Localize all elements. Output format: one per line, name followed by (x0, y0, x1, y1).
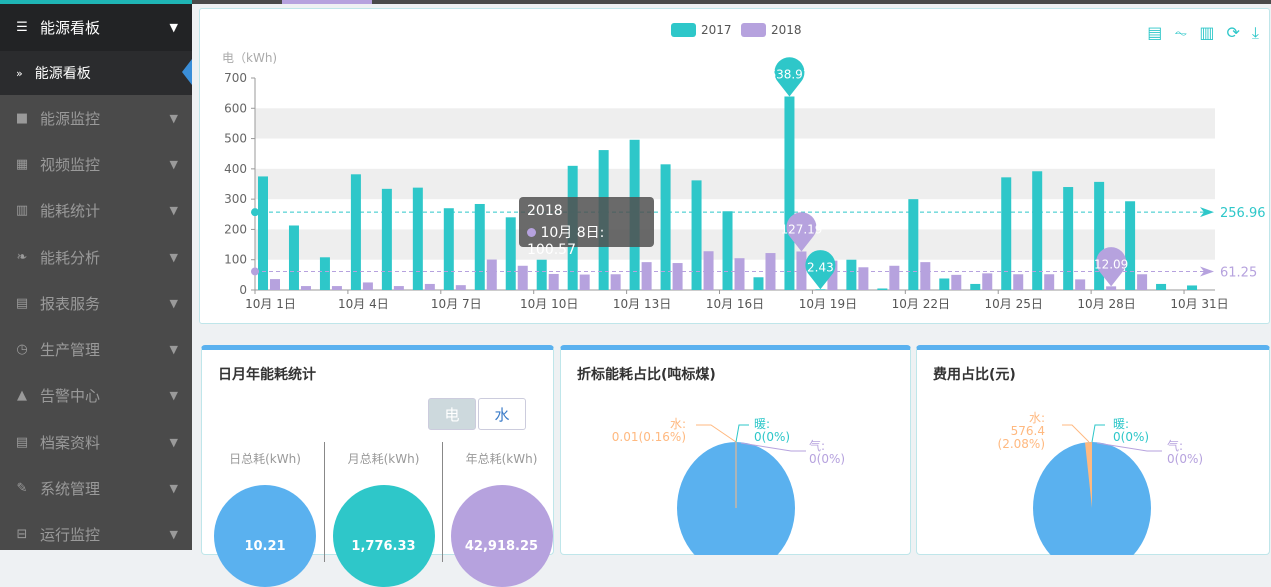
sidebar-item[interactable]: ▥ 能耗统计 ▼ (0, 188, 192, 234)
sidebar-item-label: 能耗分析 (40, 248, 101, 267)
year-total-value: 42,918.25 (450, 485, 553, 587)
active-indicator (182, 59, 192, 85)
sidebar-item-label: 视频监控 (40, 155, 101, 174)
refresh-icon[interactable]: ⟳ (1226, 23, 1240, 42)
download-icon[interactable]: ⤓ (1251, 23, 1259, 42)
panel-title: 日月年能耗统计 (218, 367, 316, 383)
pie-slice-water (1085, 442, 1092, 508)
panel-title: 费用占比(元) (933, 367, 1016, 383)
month-total-value: 1,776.33 (332, 485, 435, 587)
label-line-heat (735, 424, 749, 443)
cost-ratio-panel: 费用占比(元) 水: 576.4 (2.08%) 暖: 0(0%) 气: 0(0%) (916, 345, 1270, 555)
panel-title: 折标能耗占比(吨标煤) (577, 367, 716, 383)
chart-toolbox: ▤ ⏦ ▥ ⟳ ⤓ (1147, 23, 1259, 43)
cost-ratio-pie (1033, 424, 1162, 555)
chevron-down-icon: ▼ (169, 482, 178, 496)
drive-icon: ⊟ (16, 527, 28, 543)
sidebar-item-label: 运行监控 (40, 526, 101, 545)
coal-ratio-pie (677, 424, 806, 555)
top-tab[interactable] (282, 0, 372, 4)
electricity-button[interactable]: 电 (428, 398, 476, 430)
chevron-down-icon: ▼ (169, 343, 178, 357)
sidebar-item[interactable]: ▤ 报表服务 ▼ (0, 280, 192, 326)
chart-tooltip: 2018 10月 8日: 100.57 (519, 197, 654, 258)
chevron-down-icon: ▼ (169, 389, 178, 403)
sidebar-item-energy-board[interactable]: ☰ 能源看板 ▼ (0, 4, 192, 51)
month-total-label: 月总耗(kWh) (347, 452, 420, 466)
top-bar (192, 0, 1271, 4)
chevron-down-icon: ▼ (169, 157, 178, 171)
bell-icon: ▲ (17, 388, 27, 404)
data-view-icon[interactable]: ▤ (1147, 23, 1163, 42)
label-heat: 暖: 0(0%) (1113, 417, 1150, 444)
chevron-down-icon: ▼ (169, 296, 178, 310)
sidebar-item[interactable]: ▦ 视频监控 ▼ (0, 141, 192, 187)
video-camera-icon: ■ (15, 110, 29, 126)
chevron-down-icon: ▼ (169, 528, 178, 542)
sidebar-item-label: 能源看板 (40, 19, 101, 37)
leaf-icon: ❧ (16, 249, 28, 265)
chevron-down-icon: ▼ (169, 21, 178, 34)
chevron-down-icon: ▼ (169, 204, 178, 218)
sidebar-item[interactable]: ❧ 能耗分析 ▼ (0, 234, 192, 280)
label-line-gas (740, 442, 806, 452)
sidebar-item-label: 生产管理 (40, 341, 101, 360)
archive-icon: ▤ (15, 434, 29, 450)
label-gas: 气: 0(0%) (1167, 439, 1204, 466)
label-line-water (1062, 424, 1090, 443)
day-total-label: 日总耗(kWh) (229, 452, 301, 466)
tooltip-dot-icon (527, 228, 536, 237)
sidebar-item[interactable]: ▲ 告警中心 ▼ (0, 373, 192, 419)
double-chevron-icon: » (16, 66, 23, 80)
sidebar-item[interactable]: ■ 能源监控 ▼ (0, 95, 192, 141)
sidebar-item-label: 系统管理 (40, 480, 101, 499)
list-icon: ▤ (15, 295, 29, 311)
water-button[interactable]: 水 (478, 398, 526, 430)
sidebar-item-label: 能耗统计 (40, 202, 101, 221)
sidebar-item[interactable]: ▤ 档案资料 ▼ (0, 419, 192, 465)
sidebar-item-label: 告警中心 (40, 387, 101, 406)
year-total: 年总耗(kWh) 42,918.25 (442, 442, 560, 587)
label-heat: 暖: 0(0%) (754, 417, 791, 444)
sidebar-subitem-label: 能源看板 (34, 66, 91, 82)
chevron-down-icon: ▼ (169, 435, 178, 449)
day-total-value: 10.21 (214, 485, 316, 587)
label-water: 水: 576.4 (2.08%) (997, 411, 1045, 451)
sidebar: ☰ 能源看板 ▼ » 能源看板 ■ 能源监控 ▼ ▦ 视频监控 ▼ ▥ 能耗统计 ▼ ❧ 能耗分析 ▼ ▤ 报表… (0, 0, 192, 550)
label-line-gas (1096, 442, 1162, 452)
film-icon: ▦ (15, 156, 29, 172)
tooltip-text: 10月 8日: 100.57 (527, 225, 605, 258)
sidebar-item-label: 档案资料 (40, 433, 101, 452)
tooltip-title: 2018 (527, 203, 563, 219)
sidebar-item-label: 能源监控 (40, 109, 101, 128)
label-line-heat (1091, 424, 1105, 443)
stats-panel: 日月年能耗统计 电 水 日总耗(kWh) 10.21 月总耗(kWh) 1,776.… (201, 345, 554, 587)
label-gas: 气: 0(0%) (809, 439, 846, 466)
sidebar-item[interactable]: ◷ 生产管理 ▼ (0, 326, 192, 372)
sidebar-subitem-energy-board[interactable]: » 能源看板 (0, 51, 192, 95)
wrench-icon: ✎ (16, 481, 28, 497)
line-chart-icon[interactable]: ⏦ (1174, 23, 1188, 42)
clock-icon: ◷ (16, 342, 28, 358)
energy-chart-panel: ▤ ⏦ ▥ ⟳ ⤓ (199, 8, 1270, 324)
coal-ratio-panel: 折标能耗占比(吨标煤) 水: 0.01(0.16%) 暖: 0(0%) 气: 0(0%… (560, 345, 911, 555)
label-line-water (696, 424, 737, 443)
bar-chart-icon: ▥ (15, 203, 29, 219)
chevron-down-icon: ▼ (169, 250, 178, 264)
sidebar-item-label: 报表服务 (40, 294, 101, 313)
dashboard-icon: ☰ (16, 20, 28, 35)
sidebar-item[interactable]: ✎ 系统管理 ▼ (0, 465, 192, 511)
bar-chart-icon[interactable]: ▥ (1199, 23, 1215, 42)
day-total: 日总耗(kWh) 10.21 (206, 442, 324, 587)
month-total: 月总耗(kWh) 1,776.33 (324, 442, 442, 587)
chevron-down-icon: ▼ (169, 111, 178, 125)
sidebar-item[interactable]: ⊟ 运行监控 ▼ (0, 512, 192, 558)
label-water: 水: 0.01(0.16%) (611, 417, 686, 444)
year-total-label: 年总耗(kWh) (465, 452, 538, 466)
